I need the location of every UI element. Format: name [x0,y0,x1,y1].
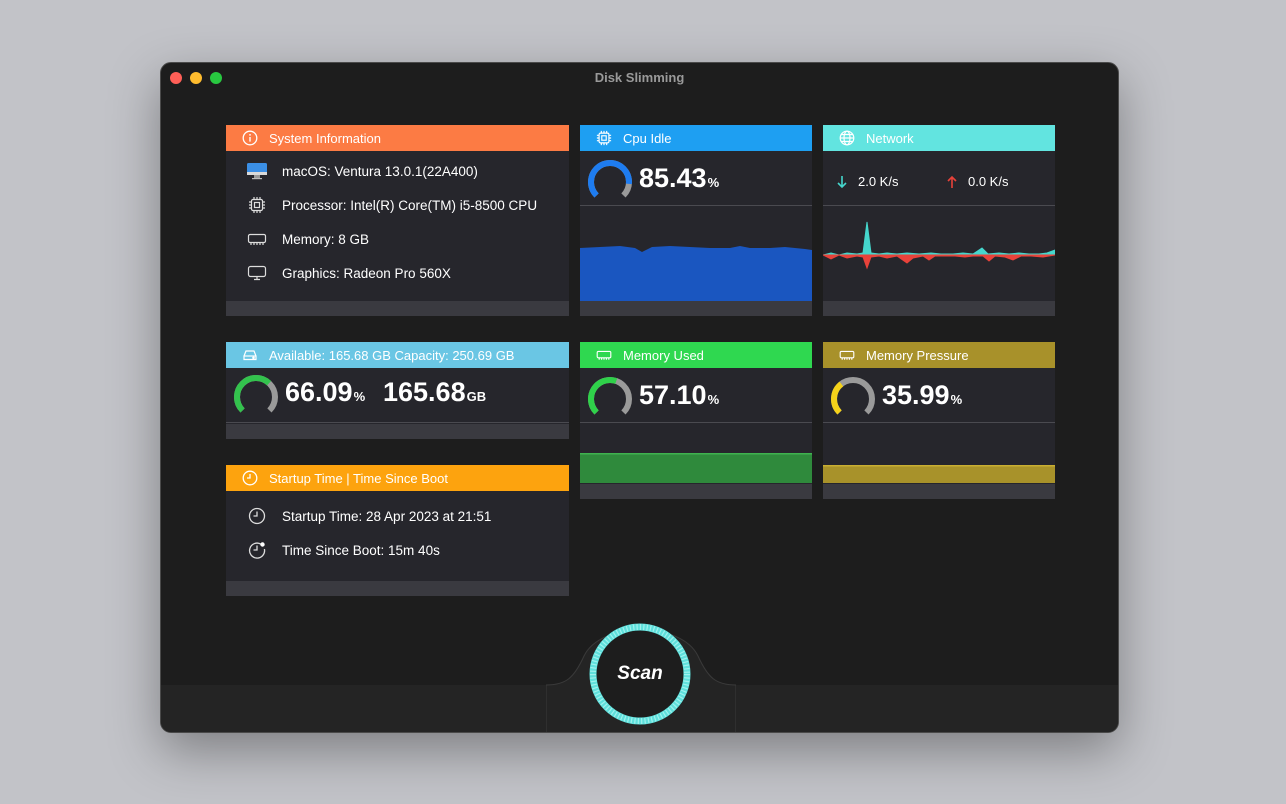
divider [580,205,812,206]
divider [226,422,569,423]
os-text: macOS: Ventura 13.0.1(22A400) [282,163,478,179]
card-footer [226,424,569,439]
graphics-row: Graphics: Radeon Pro 560X [246,264,451,282]
card-footer [580,301,812,316]
disk-drive-icon [242,347,258,363]
divider [823,205,1055,206]
memory-pressure-title: Memory Pressure [866,347,969,363]
disk-header: Available: 165.68 GB Capacity: 250.69 GB [226,342,569,368]
disk-gauge [234,375,278,413]
minimize-window-button[interactable] [190,72,202,84]
network-header: Network [823,125,1055,151]
gauge-fill [234,375,272,413]
startup-time-text: Startup Time: 28 Apr 2023 at 21:51 [282,508,492,524]
memory-icon [246,230,268,248]
arrow-up-icon [947,175,957,188]
card-footer [226,301,569,316]
scan-label: Scan [617,663,663,684]
memory-used-gauge [588,377,632,415]
title-bar: Disk Slimming [161,63,1118,91]
memory-used-card: Memory Used 57.10% [580,342,812,499]
memory-pressure-gauge [831,377,875,415]
app-window: Disk Slimming System Information macOS: … [160,62,1119,733]
memory-pressure-history-graph [823,465,1055,483]
graphics-text: Graphics: Radeon Pro 560X [282,265,451,281]
time-since-boot-text: Time Since Boot: 15m 40s [282,542,440,558]
clock-icon [246,507,268,525]
startup-card: Startup Time | Time Since Boot Startup T… [226,465,569,596]
memory-pressure-value: 35.99% [882,380,963,410]
cpu-gauge [588,160,632,198]
startup-title: Startup Time | Time Since Boot [269,470,448,486]
scan-button[interactable]: Scan [587,621,693,727]
os-row: macOS: Ventura 13.0.1(22A400) [246,162,478,180]
startup-header: Startup Time | Time Since Boot [226,465,569,491]
memory-used-history-graph [580,453,812,483]
cpu-history-graph [580,246,812,301]
network-history-graph [823,221,1055,270]
network-title: Network [866,130,914,146]
memory-used-header: Memory Used [580,342,812,368]
cpu-idle-value: 85.43% [639,163,720,193]
cpu-idle-card: Cpu Idle 85.43% [580,125,812,316]
gauge-fill [588,377,618,415]
card-footer [823,484,1055,499]
disk-available-value: 165.68GB [383,377,487,407]
clock-badge-icon [246,541,268,559]
memory-icon [839,347,855,363]
maximize-window-button[interactable] [210,72,222,84]
gauge-fill [588,160,632,198]
memory-used-value: 57.10% [639,380,720,410]
download-speed: 2.0 K/s [835,174,898,189]
window-title: Disk Slimming [594,70,685,85]
clock-icon [242,470,258,486]
download-value: 2.0 K/s [858,174,899,189]
divider [823,422,1055,423]
system-info-title: System Information [269,130,381,146]
disk-percent-value: 66.09% [285,377,366,407]
startup-time-row: Startup Time: 28 Apr 2023 at 21:51 [246,507,491,525]
upload-value: 0.0 K/s [968,174,1009,189]
card-footer [226,581,569,596]
imac-icon [246,162,268,180]
memory-icon [596,347,612,363]
scan-ring [589,623,691,725]
cpu-idle-header: Cpu Idle [580,125,812,151]
memory-pressure-card: Memory Pressure 35.99% [823,342,1055,499]
card-footer [580,484,812,499]
gauge-fill [831,381,844,415]
processor-row: Processor: Intel(R) Core(TM) i5-8500 CPU [246,196,537,214]
system-info-header: System Information [226,125,569,151]
time-since-boot-row: Time Since Boot: 15m 40s [246,541,440,559]
cpu-idle-title: Cpu Idle [623,130,672,146]
processor-text: Processor: Intel(R) Core(TM) i5-8500 CPU [282,197,538,213]
card-footer [823,301,1055,316]
display-icon [246,264,268,282]
memory-pressure-header: Memory Pressure [823,342,1055,368]
processor-icon [596,130,612,146]
arrow-down-icon [837,175,847,188]
info-icon [242,130,258,146]
divider [580,422,812,423]
memory-used-title: Memory Used [623,347,704,363]
memory-row: Memory: 8 GB [246,230,369,248]
globe-icon [839,130,855,146]
system-info-card: System Information macOS: Ventura 13.0.1… [226,125,569,316]
memory-text: Memory: 8 GB [282,231,370,247]
network-card: Network 2.0 K/s 0.0 K/s [823,125,1055,316]
close-window-button[interactable] [170,72,182,84]
disk-card: Available: 165.68 GB Capacity: 250.69 GB… [226,342,569,439]
disk-title: Available: 165.68 GB Capacity: 250.69 GB [269,347,515,363]
processor-icon [246,196,268,214]
upload-speed: 0.0 K/s [945,174,1008,189]
